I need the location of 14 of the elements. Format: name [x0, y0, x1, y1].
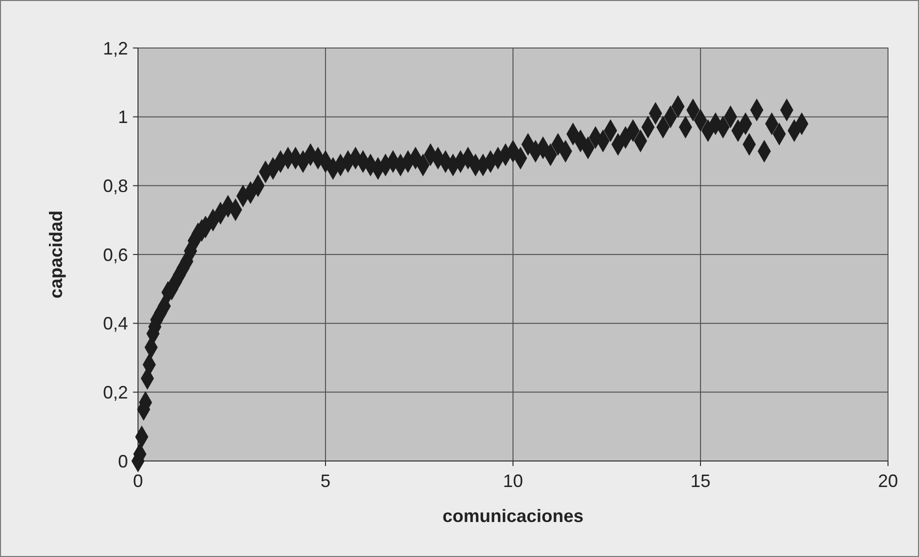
y-tick-label: 0 [118, 451, 128, 472]
y-axis-title: capacidad [46, 210, 66, 299]
x-tick-label: 20 [878, 471, 898, 491]
y-tick-label: 0,2 [102, 382, 128, 402]
x-axis-title: comunicaciones [442, 506, 584, 526]
y-tick-label: 0,6 [102, 244, 128, 265]
y-tick-label: 1 [118, 107, 128, 128]
x-tick-label: 10 [502, 471, 524, 491]
y-tick-label: 1,2 [102, 38, 128, 58]
y-tick-label: 0,4 [102, 314, 128, 334]
x-tick-label: 5 [320, 471, 331, 491]
y-tick-label: 0,8 [102, 176, 128, 196]
x-tick-label: 15 [690, 471, 711, 491]
x-tick-label: 0 [132, 471, 144, 491]
